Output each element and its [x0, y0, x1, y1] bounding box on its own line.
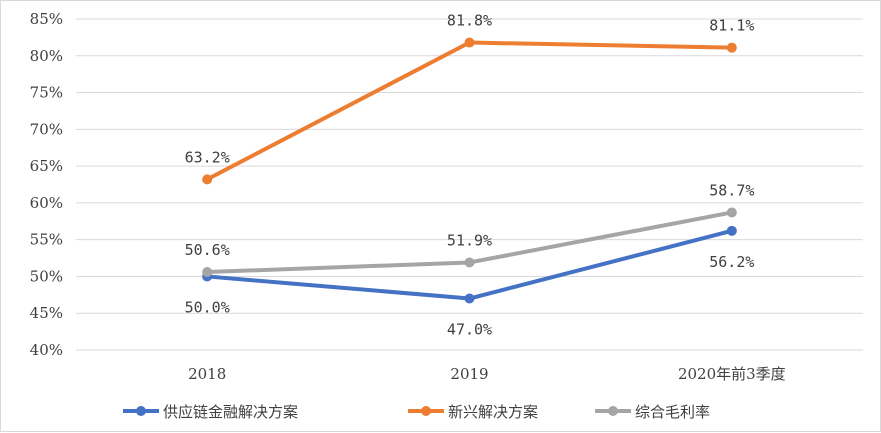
- data-labels: 50.0% 47.0% 56.2% 63.2% 81.8% 81.1% 50.6% 51.9%…: [185, 12, 755, 339]
- y-tick-label: 70%: [30, 120, 63, 138]
- data-label: 58.7%: [709, 181, 754, 199]
- data-label: 63.2%: [185, 148, 230, 166]
- data-label: 47.0%: [447, 321, 492, 339]
- legend-swatch-marker: [421, 406, 431, 416]
- data-point: [202, 267, 213, 278]
- legend-swatch-marker: [136, 406, 146, 416]
- y-tick-label: 50%: [30, 267, 63, 285]
- legend-swatch-marker: [608, 406, 618, 416]
- series-group: [202, 37, 737, 304]
- data-point: [464, 37, 475, 48]
- y-tick-label: 65%: [30, 157, 63, 175]
- data-label: 51.9%: [447, 231, 492, 249]
- data-point: [726, 42, 737, 53]
- x-tick-label: 2018: [188, 365, 226, 383]
- x-tick-label: 2019: [450, 365, 488, 383]
- y-tick-label: 40%: [30, 341, 63, 359]
- legend-entry-label: 新兴解决方案: [448, 403, 538, 421]
- y-tick-label: 85%: [30, 10, 63, 28]
- data-point: [726, 207, 737, 218]
- data-label: 81.1%: [709, 17, 754, 35]
- y-axis: 40% 45% 50% 55% 60% 65% 70% 75% 80% 85%: [30, 10, 63, 359]
- data-point: [202, 174, 213, 185]
- y-tick-label: 60%: [30, 194, 63, 212]
- legend: 供应链金融解决方案 新兴解决方案 综合毛利率: [123, 403, 710, 421]
- legend-entry-label: 综合毛利率: [635, 403, 710, 421]
- data-point: [464, 257, 475, 268]
- data-label: 50.6%: [185, 241, 230, 259]
- x-axis: 2018 2019 2020年前3季度: [188, 365, 786, 383]
- y-tick-label: 75%: [30, 84, 63, 102]
- x-tick-label: 2020年前3季度: [678, 365, 786, 383]
- data-label: 81.8%: [447, 12, 492, 30]
- data-point: [464, 293, 475, 304]
- data-label: 56.2%: [709, 253, 754, 271]
- series-line-1: [206, 40, 732, 182]
- y-tick-label: 80%: [30, 47, 63, 65]
- legend-entry-label: 供应链金融解决方案: [163, 403, 298, 421]
- y-tick-label: 55%: [30, 231, 63, 249]
- data-label: 50.0%: [185, 298, 230, 316]
- data-point: [726, 225, 737, 236]
- y-tick-label: 45%: [30, 304, 63, 322]
